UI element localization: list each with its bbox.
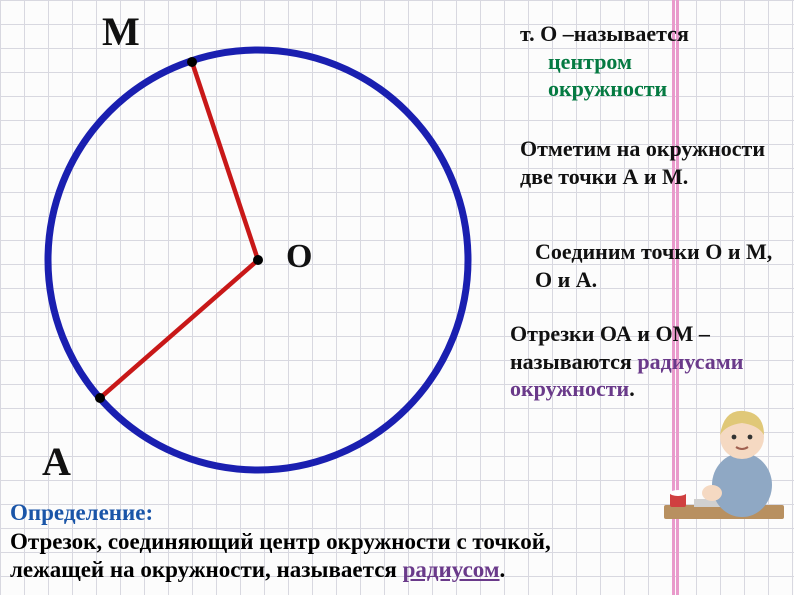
radius-OM — [192, 62, 258, 260]
label-O: O — [286, 238, 312, 276]
def-label: Определение: — [10, 500, 153, 525]
label-A: A — [42, 438, 71, 485]
label-M: M — [102, 8, 140, 55]
text-radius-def: Отрезки ОА и ОМ – называются радиусами о… — [510, 320, 780, 403]
point-M — [187, 57, 197, 67]
content-layer: M O A т. О –называется центром окружност… — [0, 0, 794, 595]
center-point-O — [253, 255, 263, 265]
t1l2: центром — [548, 49, 632, 74]
def-body1: Отрезок, соединяющий центр окружности с … — [10, 529, 551, 554]
t1l1: т. О –называется — [520, 21, 689, 46]
definition-block: Определение: Отрезок, соединяющий центр … — [10, 499, 764, 585]
t1l3: окружности — [548, 76, 667, 101]
cartoon-student-icon — [664, 395, 784, 535]
text-center-def: т. О –называется центром окружности — [520, 20, 780, 103]
text-mark-points: Отметим на окружности две точки А и М. — [520, 135, 780, 190]
def-period: . — [500, 557, 506, 582]
def-body2: лежащей на окружности, называется — [10, 557, 403, 582]
radius-OA — [100, 260, 258, 398]
def-radius-word: радиусом — [403, 557, 500, 582]
point-A — [95, 393, 105, 403]
text-connect-points: Соединим точки О и М, О и А. — [535, 238, 785, 293]
